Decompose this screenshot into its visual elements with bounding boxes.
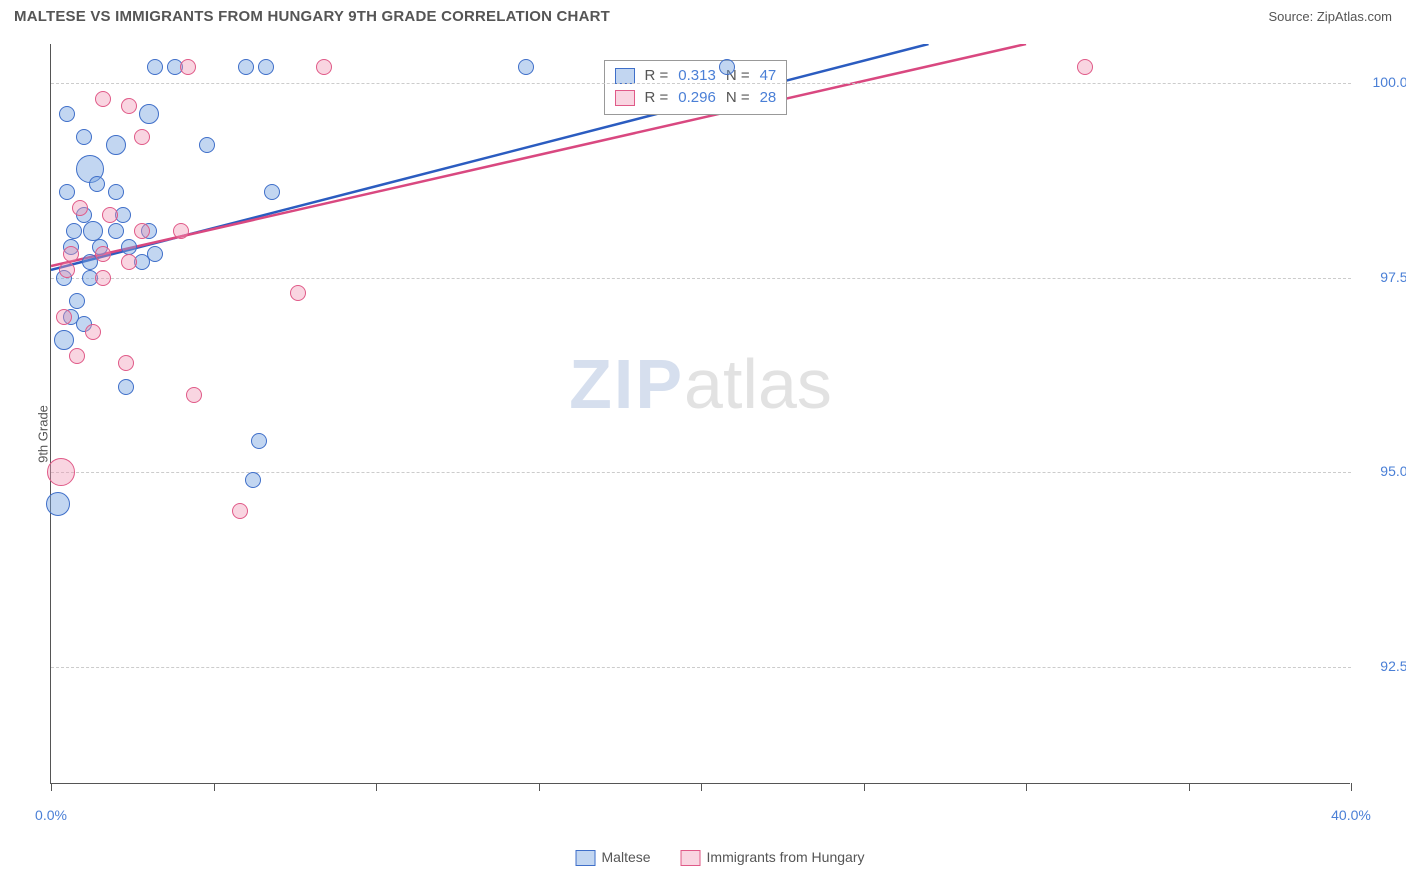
data-point xyxy=(76,129,92,145)
x-tick xyxy=(1351,783,1352,791)
data-point xyxy=(134,223,150,239)
chart-title: MALTESE VS IMMIGRANTS FROM HUNGARY 9TH G… xyxy=(14,8,610,25)
x-tick xyxy=(539,783,540,791)
x-tick xyxy=(51,783,52,791)
data-point xyxy=(121,239,137,255)
legend-swatch xyxy=(615,68,635,84)
data-point xyxy=(85,324,101,340)
data-point xyxy=(264,184,280,200)
data-point xyxy=(69,293,85,309)
data-point xyxy=(518,59,534,75)
data-point xyxy=(238,59,254,75)
y-tick-label: 92.5% xyxy=(1360,658,1406,674)
data-point xyxy=(719,59,735,75)
data-point xyxy=(59,262,75,278)
data-point xyxy=(46,492,70,516)
data-point xyxy=(316,59,332,75)
y-tick-label: 95.0% xyxy=(1360,463,1406,479)
data-point xyxy=(139,104,159,124)
gridline xyxy=(51,472,1351,473)
data-point xyxy=(134,129,150,145)
scatter-chart: ZIPatlas R =0.313N =47R =0.296N =28 92.5… xyxy=(50,44,1390,824)
legend-item: Immigrants from Hungary xyxy=(681,849,865,866)
legend-n-value: 28 xyxy=(760,87,777,110)
data-point xyxy=(147,59,163,75)
legend-label: Immigrants from Hungary xyxy=(707,849,865,865)
data-point xyxy=(173,223,189,239)
x-tick-label: 0.0% xyxy=(35,807,67,823)
gridline xyxy=(51,278,1351,279)
data-point xyxy=(121,254,137,270)
legend-label: Maltese xyxy=(602,849,651,865)
x-tick xyxy=(214,783,215,791)
data-point xyxy=(63,246,79,262)
data-point xyxy=(66,223,82,239)
data-point xyxy=(89,176,105,192)
data-point xyxy=(186,387,202,403)
legend-r-label: R = xyxy=(645,87,669,110)
data-point xyxy=(54,330,74,350)
legend-n-label: N = xyxy=(726,87,750,110)
data-point xyxy=(251,433,267,449)
data-point xyxy=(1077,59,1093,75)
trend-lines xyxy=(51,44,1351,784)
data-point xyxy=(108,223,124,239)
data-point xyxy=(95,91,111,107)
correlation-legend: R =0.313N =47R =0.296N =28 xyxy=(604,60,788,115)
x-tick xyxy=(1026,783,1027,791)
data-point xyxy=(199,137,215,153)
data-point xyxy=(118,379,134,395)
legend-row: R = 0.296 N = 28 xyxy=(615,87,777,110)
data-point xyxy=(69,348,85,364)
data-point xyxy=(108,184,124,200)
data-point xyxy=(56,309,72,325)
legend-swatch xyxy=(681,850,701,866)
plot-area: ZIPatlas R =0.313N =47R =0.296N =28 92.5… xyxy=(50,44,1350,784)
data-point xyxy=(245,472,261,488)
y-tick-label: 97.5% xyxy=(1360,269,1406,285)
data-point xyxy=(59,106,75,122)
x-tick xyxy=(864,783,865,791)
x-tick xyxy=(701,783,702,791)
legend-r-value: 0.296 xyxy=(678,87,716,110)
data-point xyxy=(118,355,134,371)
y-tick-label: 100.0% xyxy=(1360,74,1406,90)
legend-item: Maltese xyxy=(576,849,651,866)
data-point xyxy=(106,135,126,155)
trend-line xyxy=(51,44,1026,266)
gridline xyxy=(51,667,1351,668)
data-point xyxy=(102,207,118,223)
data-point xyxy=(47,458,75,486)
data-point xyxy=(232,503,248,519)
data-point xyxy=(258,59,274,75)
x-tick-label: 40.0% xyxy=(1331,807,1371,823)
data-point xyxy=(290,285,306,301)
x-tick xyxy=(1189,783,1190,791)
source-label: Source: ZipAtlas.com xyxy=(1268,9,1392,24)
series-legend: Maltese Immigrants from Hungary xyxy=(576,849,865,866)
x-tick xyxy=(376,783,377,791)
legend-swatch xyxy=(576,850,596,866)
data-point xyxy=(72,200,88,216)
data-point xyxy=(95,270,111,286)
legend-swatch xyxy=(615,90,635,106)
data-point xyxy=(180,59,196,75)
gridline xyxy=(51,83,1351,84)
y-axis-title: 9th Grade xyxy=(35,405,50,463)
data-point xyxy=(95,246,111,262)
data-point xyxy=(59,184,75,200)
data-point xyxy=(121,98,137,114)
